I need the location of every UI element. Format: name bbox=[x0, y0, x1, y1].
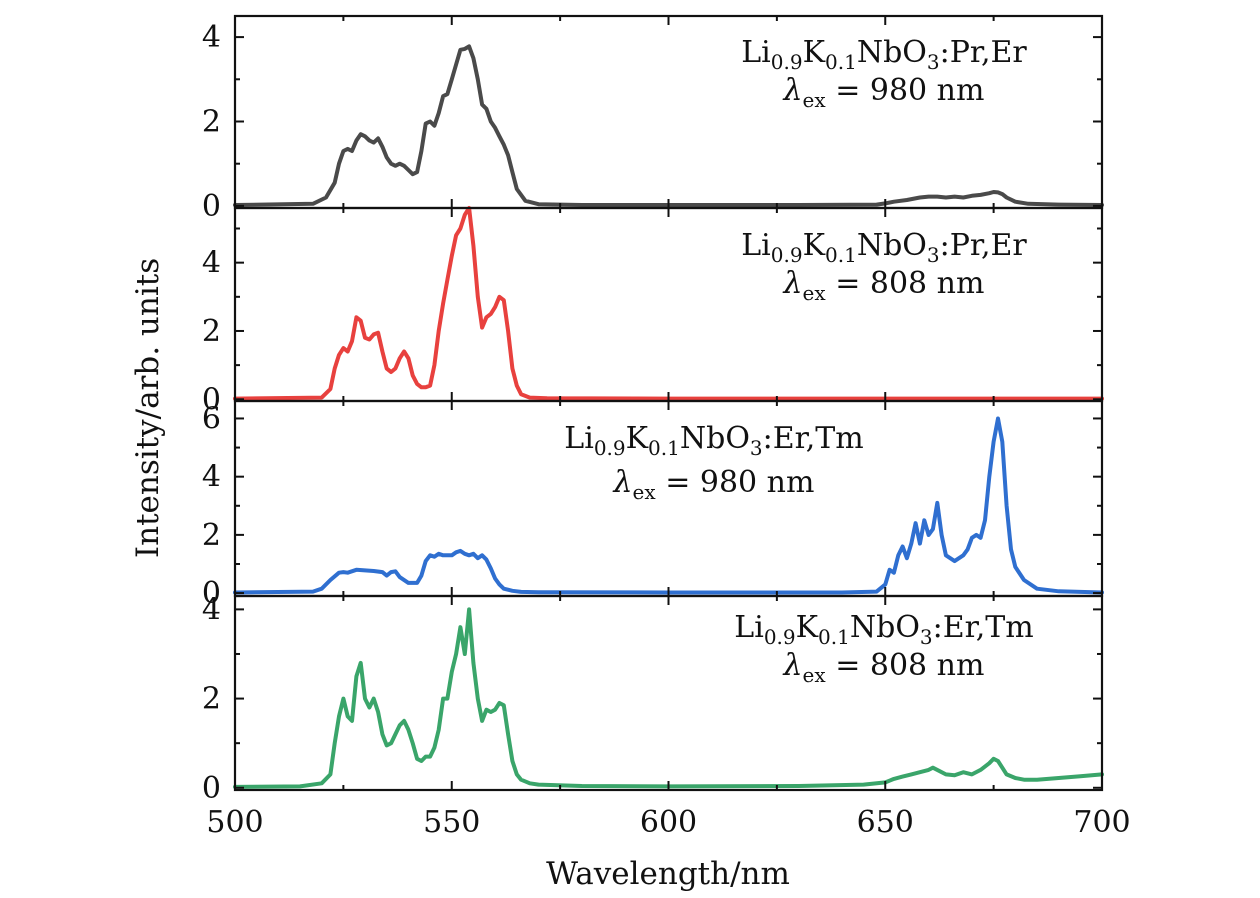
x-tick-label: 600 bbox=[640, 805, 697, 840]
y-tick-label: 0 bbox=[202, 576, 221, 611]
y-tick-label: 4 bbox=[202, 20, 221, 55]
sample-label: Li0.9K0.1NbO3:Er,Tm bbox=[734, 610, 1033, 649]
sample-label: Li0.9K0.1NbO3:Pr,Er bbox=[741, 228, 1027, 267]
y-tick-label: 0 bbox=[202, 382, 221, 417]
y-tick-label: 2 bbox=[202, 682, 221, 717]
series-line-pr-er-808 bbox=[233, 206, 1104, 401]
x-axis-title: Wavelength/nm bbox=[546, 856, 790, 892]
excitation-label: λex = 808 nm bbox=[783, 266, 985, 305]
y-axis-title: Intensity/arb. units bbox=[130, 258, 166, 558]
series-line-er-tm-980 bbox=[233, 416, 1104, 595]
y-tick-label: 4 bbox=[202, 246, 221, 281]
x-axis: 500 550 600 650 700 bbox=[206, 805, 1130, 840]
x-tick-label: 700 bbox=[1073, 805, 1130, 840]
series-line-pr-er-980 bbox=[233, 44, 1104, 207]
sample-label: Li0.9K0.1NbO3:Pr,Er bbox=[741, 35, 1027, 74]
excitation-label: λex = 808 nm bbox=[783, 648, 985, 687]
y-tick-label: 0 bbox=[202, 771, 221, 806]
y-tick-label: 4 bbox=[202, 460, 221, 495]
x-tick-label: 500 bbox=[206, 805, 263, 840]
x-tick-label: 650 bbox=[857, 805, 914, 840]
series-line-er-tm-808 bbox=[233, 607, 1104, 789]
y-tick-label: 0 bbox=[202, 189, 221, 224]
x-tick-label: 550 bbox=[423, 805, 480, 840]
y-tick-label: 4 bbox=[202, 592, 221, 627]
excitation-label: λex = 980 nm bbox=[613, 465, 815, 504]
panel-er-tm-980: 0 2 4 6 Li0.9K0.1NbO3:Er,Tm λex = 980 nm bbox=[202, 399, 1104, 611]
sample-label: Li0.9K0.1NbO3:Er,Tm bbox=[564, 421, 863, 460]
excitation-label: λex = 980 nm bbox=[783, 73, 985, 112]
y-tick-label: 2 bbox=[202, 518, 221, 553]
y-tick-label: 2 bbox=[202, 314, 221, 349]
y-tick-label: 6 bbox=[202, 401, 221, 436]
y-tick-label: 2 bbox=[202, 104, 221, 139]
